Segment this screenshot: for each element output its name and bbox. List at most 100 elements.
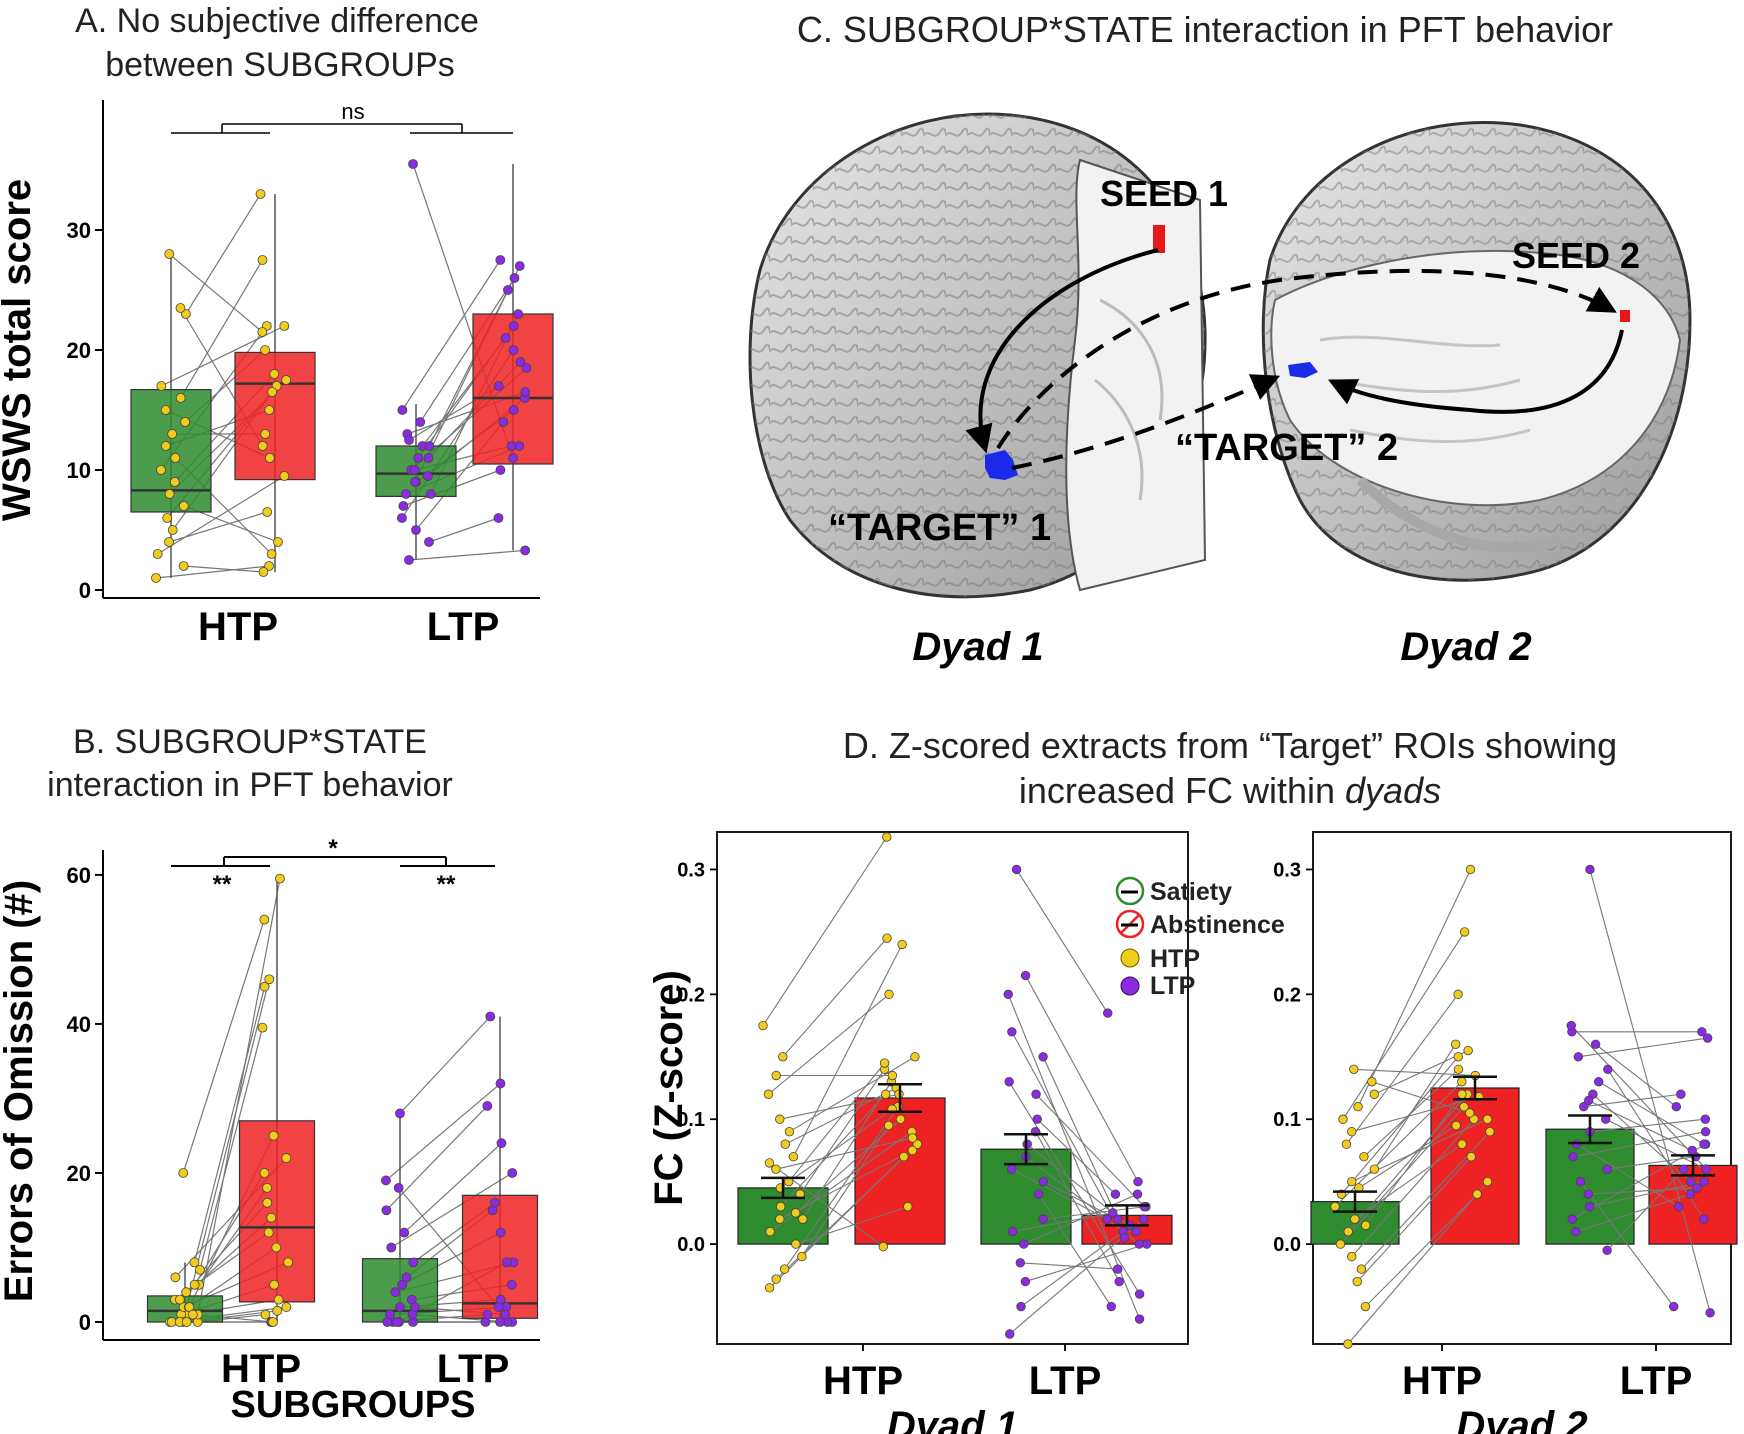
y-tick-label: 0.3 — [677, 859, 705, 881]
paired-line — [1042, 1056, 1119, 1220]
data-point — [1602, 1245, 1612, 1256]
data-point — [257, 441, 268, 451]
x-tick-label: HTP — [1402, 1359, 1482, 1403]
data-point — [910, 1052, 920, 1062]
paired-line — [155, 565, 270, 579]
data-point — [495, 255, 506, 265]
x-tick-label: HTP — [221, 1347, 301, 1391]
paired-line — [762, 836, 888, 1026]
data-point — [1134, 1314, 1145, 1324]
panel-d-title-line2-italic: dyads — [1345, 770, 1441, 811]
data-point — [424, 537, 434, 547]
dyad2-label: Dyad 2 — [1400, 625, 1531, 669]
x-tick-label: LTP — [1029, 1359, 1102, 1403]
data-point — [907, 1133, 918, 1143]
data-point — [1102, 1214, 1112, 1224]
y-tick-label: 0.1 — [677, 1109, 705, 1131]
data-point — [397, 513, 407, 523]
data-point — [381, 1205, 392, 1216]
x-axis-label: Dyad 1 — [887, 1404, 1018, 1434]
data-point — [508, 321, 519, 331]
box-body — [361, 1258, 439, 1323]
box-body — [238, 1120, 316, 1303]
x-tick-label: LTP — [1620, 1359, 1693, 1403]
paired-line — [782, 937, 888, 1058]
target2-label: “TARGET” 2 — [1175, 427, 1398, 469]
data-point — [273, 537, 283, 547]
paired-line — [1607, 1156, 1696, 1170]
paired-line — [1011, 1168, 1108, 1220]
sig-label: ** — [213, 871, 232, 898]
data-point — [411, 525, 421, 535]
data-point — [281, 1153, 292, 1163]
data-point — [1685, 1176, 1696, 1187]
data-point — [1459, 927, 1470, 937]
paired-line — [1020, 1262, 1118, 1270]
paired-line — [199, 1027, 264, 1270]
data-point — [521, 363, 532, 373]
data-point — [175, 303, 186, 313]
paired-line — [185, 193, 262, 315]
data-point — [399, 1227, 410, 1238]
paired-line — [1373, 1043, 1457, 1170]
data-point — [167, 429, 178, 439]
data-point — [1700, 1114, 1711, 1124]
data-point — [883, 1120, 894, 1131]
data-point — [493, 513, 504, 523]
legend-ltp-icon — [1120, 976, 1140, 996]
data-point — [395, 1302, 405, 1312]
data-point — [1585, 864, 1595, 875]
paired-line — [789, 1056, 916, 1133]
data-point — [269, 369, 280, 379]
paired-line — [1575, 1193, 1691, 1233]
paired-line — [1606, 1168, 1685, 1251]
data-point — [1685, 1189, 1696, 1199]
data-point — [520, 387, 531, 397]
data-point — [264, 405, 275, 415]
y-tick-label: 0.0 — [677, 1234, 705, 1256]
y-tick-label: 60 — [67, 863, 91, 888]
data-point — [1697, 1027, 1707, 1037]
data-point — [881, 1089, 891, 1099]
data-point — [1700, 1127, 1711, 1137]
data-point — [899, 1151, 909, 1162]
data-point — [271, 1242, 282, 1253]
data-point — [797, 1251, 807, 1262]
y-tick-label: 0 — [79, 1310, 91, 1335]
plot-frame — [1312, 831, 1732, 1345]
data-point — [259, 914, 270, 925]
data-point — [493, 381, 504, 391]
data-point — [1463, 1045, 1473, 1056]
paired-line — [1589, 1181, 1705, 1208]
data-point — [1110, 1189, 1121, 1199]
data-point — [409, 1302, 420, 1312]
x-tick-label: HTP — [823, 1359, 903, 1403]
data-point — [189, 1279, 200, 1290]
data-point — [386, 1242, 397, 1253]
data-point — [1457, 1077, 1467, 1087]
data-point — [1347, 1127, 1357, 1137]
data-point — [771, 1164, 781, 1174]
data-point — [401, 489, 411, 499]
paired-line — [792, 944, 903, 1157]
paired-line — [788, 1062, 886, 1183]
data-point — [1343, 1339, 1353, 1349]
paired-line — [401, 259, 501, 411]
data-point — [281, 375, 292, 385]
paired-line — [795, 1206, 908, 1245]
data-point — [1573, 1052, 1584, 1062]
data-point — [771, 1070, 781, 1081]
data-point — [1003, 989, 1013, 1000]
y-tick-label: 10 — [67, 458, 91, 483]
data-point — [162, 513, 173, 523]
paired-line — [779, 1093, 900, 1120]
data-point — [884, 989, 894, 1000]
data-point — [1347, 1251, 1357, 1262]
data-point — [156, 465, 166, 475]
y-axis-label: FC (Z-score) — [647, 970, 691, 1206]
data-point — [495, 1078, 506, 1089]
paired-line — [1570, 1025, 1707, 1170]
paired-line — [1358, 1125, 1457, 1189]
data-point — [482, 1309, 493, 1320]
paired-line — [403, 1142, 502, 1234]
